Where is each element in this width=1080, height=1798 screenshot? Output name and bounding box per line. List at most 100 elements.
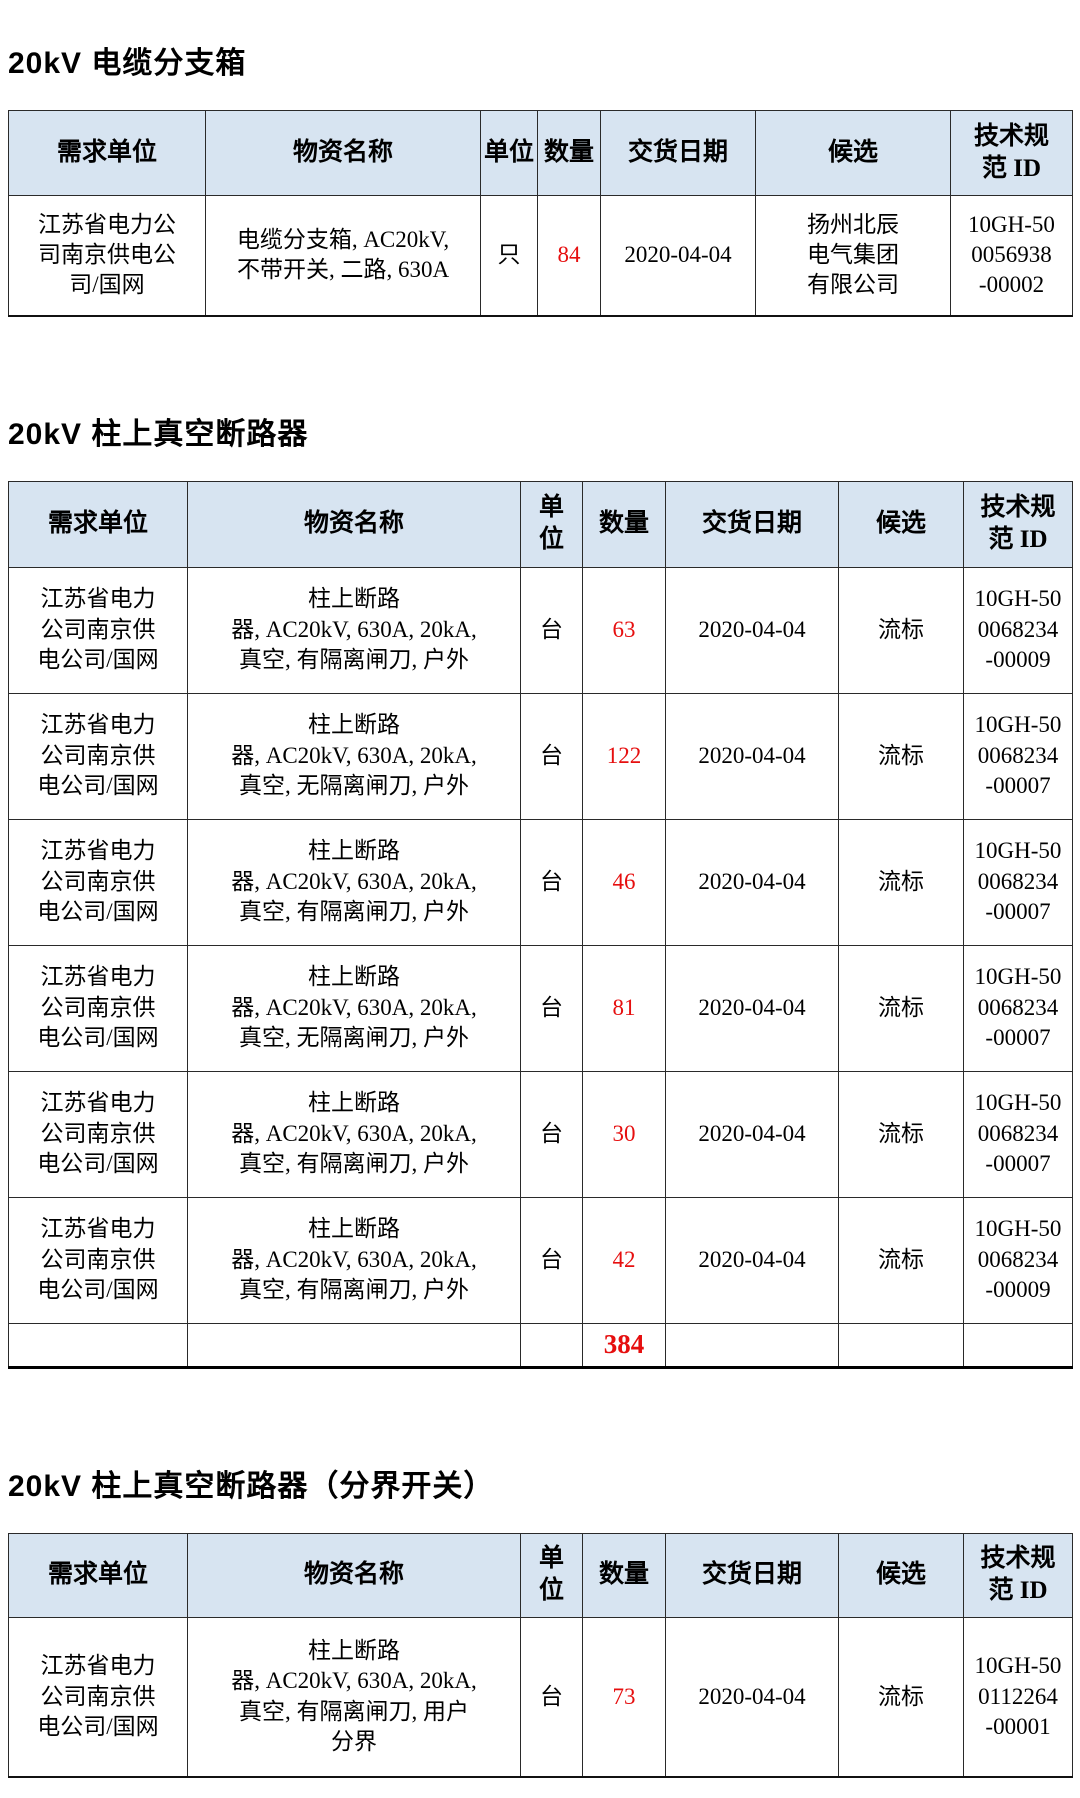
unit-cell: 台 (520, 944, 583, 1072)
section-vacuum-breaker: 20kV 柱上真空断路器 需求单位 物资名称 单 位 数量 交货日期 候选 技术… (8, 417, 1073, 1369)
table-row: 江苏省电力 公司南京供 电公司/国网 柱上断路 器, AC20kV, 630A, … (8, 1196, 1073, 1324)
unit-cell: 只 (480, 195, 538, 316)
material-name-cell (187, 1322, 521, 1368)
table-row: 江苏省电力 公司南京供 电公司/国网 柱上断路 器, AC20kV, 630A, … (8, 1070, 1073, 1198)
quantity-cell: 81 (582, 944, 666, 1072)
header-quantity: 数量 (582, 1532, 666, 1618)
header-unit: 单 位 (520, 480, 583, 568)
demand-unit-cell (8, 1322, 188, 1368)
spec-id-cell: 10GH-50 0112264 -00001 (963, 1616, 1073, 1778)
delivery-date-cell: 2020-04-04 (665, 1616, 839, 1778)
header-candidate: 候选 (838, 480, 964, 568)
header-material-name: 物资名称 (187, 480, 521, 568)
delivery-date-cell (665, 1322, 839, 1368)
procurement-table: 需求单位 物资名称 单 位 数量 交货日期 候选 技术规 范 ID 江苏省电力 … (8, 1532, 1073, 1778)
spec-id-cell: 10GH-50 0068234 -00009 (963, 1196, 1073, 1324)
header-quantity: 数量 (582, 480, 666, 568)
header-delivery-date: 交货日期 (600, 110, 756, 196)
candidate-cell: 流标 (838, 566, 964, 694)
spec-id-cell (963, 1322, 1073, 1368)
table-header-row: 需求单位 物资名称 单位 数量 交货日期 候选 技术规 范 ID (8, 110, 1073, 196)
header-spec-id: 技术规 范 ID (963, 1532, 1073, 1618)
table-body: 江苏省电力 公司南京供 电公司/国网 柱上断路 器, AC20kV, 630A, … (8, 1616, 1073, 1778)
header-spec-id: 技术规 范 ID (950, 110, 1073, 196)
delivery-date-cell: 2020-04-04 (665, 944, 839, 1072)
demand-unit-cell: 江苏省电力 公司南京供 电公司/国网 (8, 1196, 188, 1324)
spec-id-cell: 10GH-50 0068234 -00007 (963, 692, 1073, 820)
header-material-name: 物资名称 (187, 1532, 521, 1618)
table-row: 江苏省电力 公司南京供 电公司/国网 柱上断路 器, AC20kV, 630A, … (8, 944, 1073, 1072)
section-cable-branch-box: 20kV 电缆分支箱 需求单位 物资名称 单位 数量 交货日期 候选 技术规 范… (8, 46, 1073, 317)
demand-unit-cell: 江苏省电力 公司南京供 电公司/国网 (8, 692, 188, 820)
delivery-date-cell: 2020-04-04 (665, 1070, 839, 1198)
table-row: 江苏省电力 公司南京供 电公司/国网 柱上断路 器, AC20kV, 630A, … (8, 692, 1073, 820)
quantity-cell: 46 (582, 818, 666, 946)
total-row: 384 (8, 1322, 1073, 1368)
header-unit: 单位 (480, 110, 538, 196)
candidate-cell: 流标 (838, 944, 964, 1072)
table-body: 江苏省电力公 司南京供电公 司/国网 电缆分支箱, AC20kV, 不带开关, 二… (8, 195, 1073, 316)
quantity-cell: 30 (582, 1070, 666, 1198)
material-name-cell: 柱上断路 器, AC20kV, 630A, 20kA, 真空, 无隔离闸刀, 户… (187, 692, 521, 820)
quantity-cell: 122 (582, 692, 666, 820)
table-row: 江苏省电力 公司南京供 电公司/国网 柱上断路 器, AC20kV, 630A, … (8, 566, 1073, 694)
total-quantity-cell: 384 (582, 1322, 666, 1368)
spec-id-cell: 10GH-50 0068234 -00009 (963, 566, 1073, 694)
candidate-cell: 扬州北辰 电气集团 有限公司 (755, 195, 951, 316)
candidate-cell: 流标 (838, 1616, 964, 1778)
spec-id-cell: 10GH-50 0068234 -00007 (963, 1070, 1073, 1198)
section-title: 20kV 电缆分支箱 (8, 47, 247, 80)
header-spec-id: 技术规 范 ID (963, 480, 1073, 568)
delivery-date-cell: 2020-04-04 (665, 566, 839, 694)
candidate-cell: 流标 (838, 818, 964, 946)
header-unit: 单 位 (520, 1532, 583, 1618)
candidate-cell: 流标 (838, 692, 964, 820)
quantity-cell: 42 (582, 1196, 666, 1324)
demand-unit-cell: 江苏省电力公 司南京供电公 司/国网 (8, 195, 206, 316)
delivery-date-cell: 2020-04-04 (665, 692, 839, 820)
header-quantity: 数量 (537, 110, 601, 196)
demand-unit-cell: 江苏省电力 公司南京供 电公司/国网 (8, 1070, 188, 1198)
unit-cell: 台 (520, 818, 583, 946)
unit-cell: 台 (520, 566, 583, 694)
material-name-cell: 柱上断路 器, AC20kV, 630A, 20kA, 真空, 无隔离闸刀, 户… (187, 944, 521, 1072)
header-material-name: 物资名称 (205, 110, 481, 196)
spec-id-cell: 10GH-50 0056938 -00002 (950, 195, 1073, 316)
table-header-row: 需求单位 物资名称 单 位 数量 交货日期 候选 技术规 范 ID (8, 1532, 1073, 1618)
material-name-cell: 柱上断路 器, AC20kV, 630A, 20kA, 真空, 有隔离闸刀, 户… (187, 1196, 521, 1324)
candidate-cell (838, 1322, 964, 1368)
quantity-cell: 73 (582, 1616, 666, 1778)
quantity-cell: 63 (582, 566, 666, 694)
unit-cell (520, 1322, 583, 1368)
section-title: 20kV 柱上真空断路器（分界开关） (8, 1469, 495, 1503)
unit-cell: 台 (520, 1616, 583, 1778)
spec-id-cell: 10GH-50 0068234 -00007 (963, 818, 1073, 946)
section-vacuum-breaker-boundary: 20kV 柱上真空断路器（分界开关） 需求单位 物资名称 单 位 数量 交货日期… (8, 1469, 1073, 1778)
procurement-table: 需求单位 物资名称 单 位 数量 交货日期 候选 技术规 范 ID 江苏省电力 … (8, 480, 1073, 1369)
unit-cell: 台 (520, 692, 583, 820)
delivery-date-cell: 2020-04-04 (600, 195, 756, 316)
spec-id-cell: 10GH-50 0068234 -00007 (963, 944, 1073, 1072)
unit-cell: 台 (520, 1070, 583, 1198)
section-title: 20kV 柱上真空断路器 (8, 417, 309, 451)
header-demand-unit: 需求单位 (8, 1532, 188, 1618)
candidate-cell: 流标 (838, 1070, 964, 1198)
delivery-date-cell: 2020-04-04 (665, 818, 839, 946)
table-row: 江苏省电力 公司南京供 电公司/国网 柱上断路 器, AC20kV, 630A, … (8, 818, 1073, 946)
material-name-cell: 柱上断路 器, AC20kV, 630A, 20kA, 真空, 有隔离闸刀, 户… (187, 1070, 521, 1198)
material-name-cell: 柱上断路 器, AC20kV, 630A, 20kA, 真空, 有隔离闸刀, 户… (187, 566, 521, 694)
table-body: 江苏省电力 公司南京供 电公司/国网 柱上断路 器, AC20kV, 630A, … (8, 566, 1073, 1368)
material-name-cell: 电缆分支箱, AC20kV, 不带开关, 二路, 630A (205, 195, 481, 316)
table-row: 江苏省电力公 司南京供电公 司/国网 电缆分支箱, AC20kV, 不带开关, 二… (8, 195, 1073, 316)
demand-unit-cell: 江苏省电力 公司南京供 电公司/国网 (8, 818, 188, 946)
header-delivery-date: 交货日期 (665, 480, 839, 568)
table-row: 江苏省电力 公司南京供 电公司/国网 柱上断路 器, AC20kV, 630A, … (8, 1616, 1073, 1778)
candidate-cell: 流标 (838, 1196, 964, 1324)
delivery-date-cell: 2020-04-04 (665, 1196, 839, 1324)
quantity-cell: 84 (537, 195, 601, 316)
material-name-cell: 柱上断路 器, AC20kV, 630A, 20kA, 真空, 有隔离闸刀, 用… (187, 1616, 521, 1778)
header-demand-unit: 需求单位 (8, 110, 206, 196)
demand-unit-cell: 江苏省电力 公司南京供 电公司/国网 (8, 566, 188, 694)
header-demand-unit: 需求单位 (8, 480, 188, 568)
